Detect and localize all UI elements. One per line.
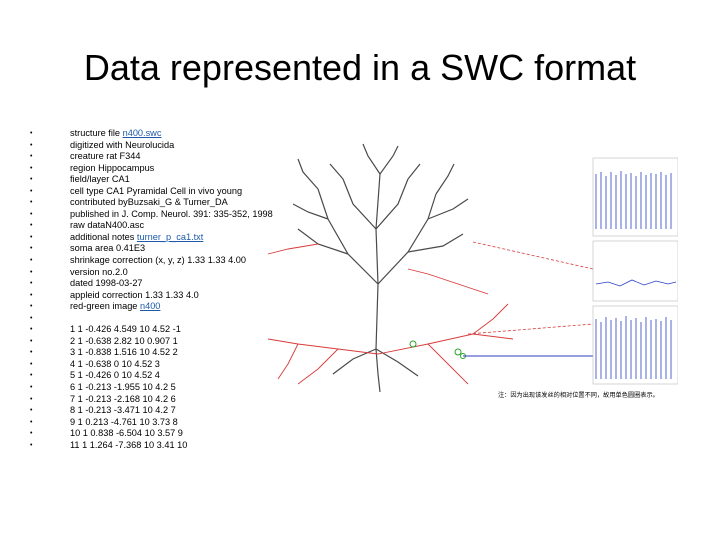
swc-line-text: contributed byBuzsaki_G & Turner_DA bbox=[70, 197, 228, 208]
bullet-glyph: • bbox=[30, 395, 33, 403]
trace-panel-2 bbox=[592, 240, 678, 302]
bullet-glyph: • bbox=[30, 130, 33, 137]
bullet-glyph: • bbox=[30, 314, 33, 322]
file-link[interactable]: n400 bbox=[139, 301, 161, 312]
bullet-glyph: • bbox=[30, 199, 33, 207]
swc-line: • published in J. Comp. Neurol. 391: 335-… bbox=[30, 209, 330, 221]
swc-line-text: version no.2.0 bbox=[70, 266, 128, 277]
swc-line-text: digitized with Neurolucida bbox=[70, 139, 175, 150]
swc-line: • dated 1998-03-27 bbox=[30, 278, 330, 290]
bullet-glyph: • bbox=[30, 326, 33, 334]
swc-line-text: 9 1 0.213 -4.761 10 3.73 8 bbox=[70, 416, 178, 427]
trace-panel-1 bbox=[592, 157, 678, 237]
bullet-glyph: • bbox=[30, 187, 33, 195]
neuron-reconstruction-figure bbox=[267, 143, 678, 393]
bullet-glyph: • bbox=[30, 153, 33, 161]
bullet-glyph: • bbox=[30, 257, 33, 265]
swc-line: • 7 1 -0.213 -2.168 10 4.2 6 bbox=[30, 394, 330, 406]
swc-line: • 1 1 -0.426 4.549 10 4.52 -1 bbox=[30, 324, 330, 336]
bullet-glyph: • bbox=[30, 430, 33, 438]
swc-line-text: 4 1 -0.638 0 10 4.52 3 bbox=[70, 358, 160, 369]
swc-line-text: 3 1 -0.838 1.516 10 4.52 2 bbox=[70, 347, 178, 358]
swc-line-text: raw dataN400.asc bbox=[70, 220, 145, 231]
trace-panel-3 bbox=[592, 305, 678, 385]
bullet-glyph: • bbox=[30, 176, 33, 184]
swc-line-text: dated 1998-03-27 bbox=[70, 278, 143, 289]
bullet-glyph: • bbox=[30, 164, 33, 172]
swc-line-text: 1 1 -0.426 4.549 10 4.52 -1 bbox=[70, 324, 181, 335]
swc-line-text: 6 1 -0.213 -1.955 10 4.2 5 bbox=[70, 382, 176, 393]
swc-line: • red-green image n400 bbox=[30, 301, 330, 313]
swc-line: • soma area 0.41E3 bbox=[30, 243, 330, 255]
swc-line-text: 8 1 -0.213 -3.471 10 4.2 7 bbox=[70, 405, 176, 416]
bullet-glyph: • bbox=[30, 291, 33, 299]
swc-line: • cell type CA1 Pyramidal Cell in vivo yo… bbox=[30, 186, 330, 198]
swc-line: • version no.2.0 bbox=[30, 267, 330, 279]
swc-line-text: structure file bbox=[70, 128, 123, 138]
swc-line: • shrinkage correction (x, y, z) 1.33 1.3… bbox=[30, 255, 330, 267]
swc-line: • 11 1 1.264 -7.368 10 3.41 10 bbox=[30, 440, 330, 452]
swc-line: • 5 1 -0.426 0 10 4.52 4 bbox=[30, 370, 330, 382]
swc-line-text: red-green image bbox=[70, 301, 140, 312]
swc-line: • 3 1 -0.838 1.516 10 4.52 2 bbox=[30, 347, 330, 359]
bullet-glyph: • bbox=[30, 268, 33, 276]
bullet-glyph: • bbox=[30, 141, 33, 149]
swc-line: • bbox=[30, 313, 330, 325]
swc-line: • digitized with Neurolucida bbox=[30, 140, 330, 152]
swc-line: • 6 1 -0.213 -1.955 10 4.2 5 bbox=[30, 382, 330, 394]
bullet-glyph: • bbox=[30, 280, 33, 288]
swc-attribute-list: • structure file n400.swc • digitized with … bbox=[30, 128, 330, 451]
swc-line-text: 2 1 -0.638 2.82 10 0.907 1 bbox=[70, 335, 178, 346]
bullet-glyph: • bbox=[30, 245, 33, 253]
swc-line-text: creature rat F344 bbox=[70, 151, 141, 162]
slide-title: Data represented in a SWC format bbox=[83, 47, 637, 88]
swc-line-text: region Hippocampus bbox=[70, 162, 155, 173]
bullet-glyph: • bbox=[30, 372, 33, 380]
file-link[interactable]: n400.swc bbox=[122, 128, 162, 138]
axon-arbor bbox=[267, 243, 514, 385]
swc-line-text: 5 1 -0.426 0 10 4.52 4 bbox=[70, 370, 160, 381]
swc-line: • contributed byBuzsaki_G & Turner_DA bbox=[30, 197, 330, 209]
bullet-glyph: • bbox=[30, 407, 33, 415]
swc-line-text: 7 1 -0.213 -2.168 10 4.2 6 bbox=[70, 393, 176, 404]
swc-line: • 8 1 -0.213 -3.471 10 4.2 7 bbox=[30, 405, 330, 417]
figure-caption: 注：因为出现该发丝的相对位置不同，故用单色圆圈表示。 bbox=[498, 392, 659, 399]
swc-line: • region Hippocampus bbox=[30, 163, 330, 175]
swc-line-text: appleid correction 1.33 1.33 4.0 bbox=[70, 289, 199, 300]
swc-line: • field/layer CA1 bbox=[30, 174, 330, 186]
swc-line: • appleid correction 1.33 1.33 4.0 bbox=[30, 290, 330, 302]
swc-line-text: published in J. Comp. Neurol. 391: 335-3… bbox=[70, 208, 273, 219]
bullet-glyph: • bbox=[30, 360, 33, 368]
bullet-glyph: • bbox=[30, 233, 33, 241]
bullet-glyph: • bbox=[30, 441, 33, 449]
bullet-glyph: • bbox=[30, 418, 33, 426]
swc-line: • 4 1 -0.638 0 10 4.52 3 bbox=[30, 359, 330, 371]
swc-line: • 10 1 0.838 -6.504 10 3.57 9 bbox=[30, 428, 330, 440]
swc-line-text: soma area 0.41E3 bbox=[70, 243, 146, 254]
bullet-glyph: • bbox=[30, 303, 33, 311]
swc-line: • 9 1 0.213 -4.761 10 3.73 8 bbox=[30, 417, 330, 429]
swc-line-text: shrinkage correction (x, y, z) 1.33 1.33… bbox=[70, 255, 247, 266]
bullet-glyph: • bbox=[30, 384, 33, 392]
swc-line: • additional notes turner_p_ca1.txt bbox=[30, 232, 330, 244]
swc-line: • creature rat F344 bbox=[30, 151, 330, 163]
bullet-glyph: • bbox=[30, 349, 33, 357]
swc-line-text: 10 1 0.838 -6.504 10 3.57 9 bbox=[70, 428, 183, 439]
swc-line: • 2 1 -0.638 2.82 10 0.907 1 bbox=[30, 336, 330, 348]
bullet-glyph: • bbox=[30, 337, 33, 345]
file-link[interactable]: turner_p_ca1.txt bbox=[136, 231, 204, 242]
swc-line: • raw dataN400.asc bbox=[30, 220, 330, 232]
swc-line-text: cell type CA1 Pyramidal Cell in vivo you… bbox=[70, 185, 243, 196]
swc-line-text: field/layer CA1 bbox=[70, 174, 130, 185]
bullet-glyph: • bbox=[30, 222, 33, 230]
swc-line-text: additional notes bbox=[70, 231, 137, 242]
swc-line: • structure file n400.swc bbox=[30, 128, 330, 140]
leader-lines bbox=[467, 241, 594, 335]
dendrite-tree bbox=[292, 143, 469, 393]
swc-line-text: 11 1 1.264 -7.368 10 3.41 10 bbox=[70, 439, 188, 450]
bullet-glyph: • bbox=[30, 210, 33, 218]
marker-circles bbox=[409, 340, 466, 359]
